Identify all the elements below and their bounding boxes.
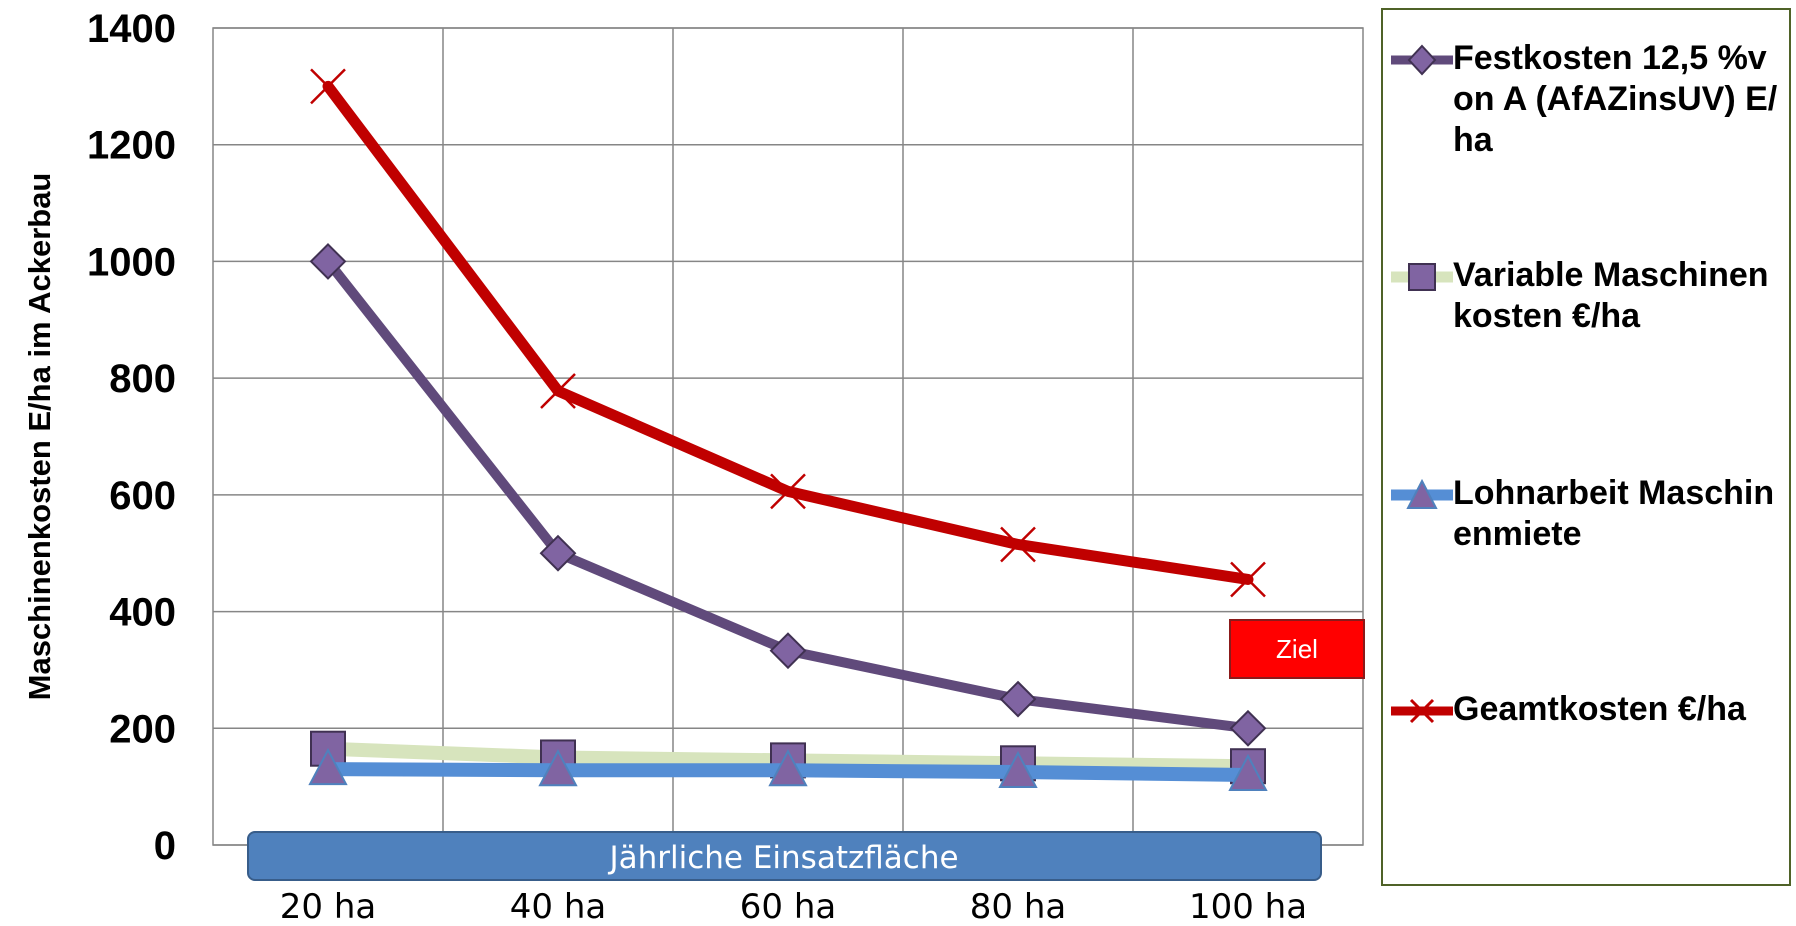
- x-tick-label: 40 ha: [510, 887, 606, 926]
- data-point-x: [1000, 526, 1036, 563]
- x-marker-icon: [1391, 698, 1453, 724]
- series-line: [322, 80, 1254, 585]
- legend-label: Lohnarbeit Maschinenmiete: [1453, 474, 1775, 553]
- data-point-triangle: [998, 750, 1038, 789]
- x-axis-label: Jährliche Einsatzfläche: [607, 840, 958, 876]
- data-point-triangle: [538, 749, 578, 787]
- data-point-diamond: [309, 243, 347, 280]
- y-tick-label: 1000: [87, 240, 176, 284]
- series-lines: [308, 68, 1268, 791]
- y-tick-label: 800: [109, 357, 176, 401]
- data-point-x: [540, 373, 576, 409]
- x-axis-band: Jährliche Einsatzfläche: [247, 831, 1322, 881]
- y-tick-label: 200: [109, 707, 176, 751]
- data-point-triangle: [768, 749, 808, 787]
- data-point-triangle: [308, 747, 348, 786]
- data-point-diamond: [539, 534, 577, 572]
- data-point-x: [1230, 561, 1266, 598]
- y-tick-label: 0: [154, 824, 176, 868]
- legend-label: Geamtkosten €/ha: [1453, 690, 1746, 728]
- y-axis-label: Maschinenkosten E/ha im Ackerbau: [22, 173, 57, 701]
- legend-label: Festkosten 12,5 %von A (AfAZinsUV) E/ha: [1453, 39, 1778, 159]
- x-tick-label: 100 ha: [1189, 887, 1307, 926]
- data-point-x: [310, 68, 346, 105]
- legend: Festkosten 12,5 %von A (AfAZinsUV) E/ha …: [1381, 8, 1791, 886]
- data-point-diamond: [1229, 709, 1267, 747]
- square-marker-icon: [1391, 263, 1453, 291]
- x-tick-label: 80 ha: [970, 887, 1066, 926]
- y-tick-label: 1200: [87, 124, 176, 168]
- line-chart: 0 200 400 600 800 1000 1200 1400 Maschinenkoste…: [22, 7, 1364, 926]
- series-triangle: [308, 747, 1268, 791]
- ziel-annotation: Ziel: [1229, 619, 1365, 679]
- diamond-marker-icon: [1391, 44, 1453, 76]
- ziel-text: Ziel: [1276, 633, 1318, 664]
- data-point-diamond: [999, 680, 1037, 718]
- triangle-marker-icon: [1391, 478, 1453, 509]
- data-point-diamond: [769, 632, 807, 670]
- y-axis-ticks: 0 200 400 600 800 1000 1200 1400: [87, 7, 176, 868]
- data-point-triangle: [1228, 753, 1268, 791]
- x-tick-label: 20 ha: [280, 887, 376, 926]
- x-axis-ticks: 20 ha 40 ha 60 ha 80 ha 100 ha: [280, 887, 1307, 926]
- y-tick-label: 400: [109, 591, 176, 635]
- series-diamond: [309, 243, 1267, 747]
- legend-label: Variable Maschinenkosten €/ha: [1453, 256, 1769, 335]
- x-tick-label: 60 ha: [740, 887, 836, 926]
- series-x: [310, 68, 1266, 598]
- y-tick-label: 1400: [87, 7, 176, 51]
- data-point-x: [770, 473, 806, 510]
- y-tick-label: 600: [109, 474, 176, 518]
